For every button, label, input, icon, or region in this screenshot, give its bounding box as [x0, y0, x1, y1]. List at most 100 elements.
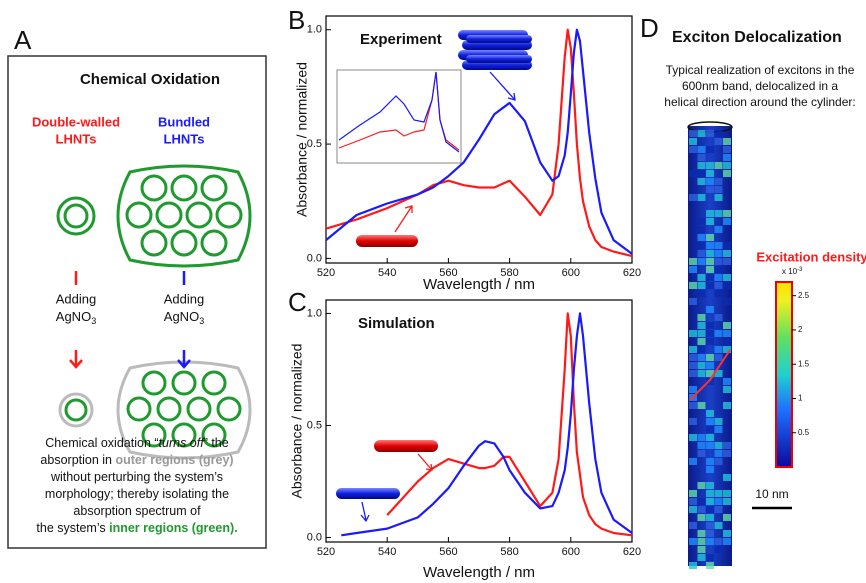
cell	[714, 282, 723, 289]
y-tick-label: 0.5	[307, 419, 322, 431]
cell	[723, 402, 731, 409]
x-axis-label: Wavelength / nm	[423, 276, 535, 293]
x-tick-label: 520	[317, 267, 335, 279]
cell	[697, 258, 706, 265]
cell	[706, 498, 714, 505]
cell	[697, 370, 706, 377]
cell	[714, 546, 723, 553]
cell	[697, 282, 706, 289]
cell	[697, 442, 706, 449]
cell	[689, 522, 697, 529]
cell	[706, 162, 714, 169]
x-tick-label: 600	[562, 267, 580, 279]
cell	[723, 218, 731, 225]
x-tick-label: 560	[439, 546, 457, 558]
cell	[723, 386, 731, 393]
chart-title: Experiment	[360, 31, 442, 48]
cell	[706, 322, 714, 329]
cell	[689, 562, 697, 569]
charts: B Experiment Wavelength / nm Absorbance / n…	[288, 5, 641, 581]
cell	[723, 250, 731, 257]
cell	[697, 554, 706, 561]
cell	[697, 314, 706, 321]
cell	[714, 290, 723, 297]
caption-line: without perturbing the system’s	[50, 470, 223, 484]
cell	[697, 346, 706, 353]
panel-label: C	[288, 287, 307, 317]
cell	[706, 146, 714, 153]
cell	[689, 458, 697, 465]
cell	[723, 346, 731, 353]
panel-label: A	[14, 25, 32, 55]
chart-title: Simulation	[358, 315, 435, 332]
cell	[706, 282, 714, 289]
cell	[706, 218, 714, 225]
cell	[697, 498, 706, 505]
x-tick-label: 520	[317, 546, 335, 558]
cell	[689, 354, 697, 361]
cell	[714, 226, 723, 233]
cell	[723, 162, 731, 169]
y-axis-label: Absorbance / normalized	[294, 62, 310, 217]
cell	[689, 370, 697, 377]
cell	[706, 178, 714, 185]
cell	[723, 442, 731, 449]
cell	[689, 266, 697, 273]
caption: Chemical oxidation “turns off” the absorp…	[36, 436, 237, 535]
reagent-sub: 3	[199, 316, 204, 326]
cell	[706, 442, 714, 449]
cell	[706, 490, 714, 497]
cell	[723, 274, 731, 281]
x-tick-label: 620	[623, 267, 641, 279]
cell	[723, 210, 731, 217]
cell	[689, 258, 697, 265]
cell	[706, 530, 714, 537]
cell	[697, 274, 706, 281]
cell	[706, 370, 714, 377]
cell	[714, 418, 723, 425]
cell	[714, 330, 723, 337]
caption-line: Chemical oxidation “turns off” the	[45, 436, 228, 450]
x-tick-label: 540	[378, 267, 396, 279]
cell	[697, 250, 706, 257]
y-tick-label: 1.0	[307, 24, 322, 36]
colorbar-tick-label: 2.5	[798, 291, 810, 300]
cell	[706, 410, 714, 417]
caption-line: the system’s inner regions (green).	[36, 521, 237, 535]
step-label: Adding	[164, 291, 204, 306]
caption-segment: outer regions (grey)	[115, 453, 233, 467]
cell	[723, 490, 731, 497]
caption-segment: inner regions (green).	[109, 521, 238, 535]
colorbar-tick-label: 0.5	[798, 428, 810, 437]
heading: Double-walled	[32, 114, 120, 129]
x-tick-label: 560	[439, 267, 457, 279]
cell	[706, 426, 714, 433]
cell	[714, 458, 723, 465]
cell	[689, 538, 697, 545]
cell	[714, 450, 723, 457]
cell	[697, 178, 706, 185]
cell	[723, 242, 731, 249]
cell	[706, 482, 714, 489]
multiplier-main: x 10	[782, 267, 798, 276]
cell	[706, 306, 714, 313]
cell	[697, 130, 706, 137]
caption-segment: ” the	[204, 436, 229, 450]
cell	[723, 282, 731, 289]
colorbar-multiplier: x 10-3	[782, 267, 803, 277]
caption-segment: absorption spectrum of	[73, 504, 201, 518]
cell	[689, 498, 697, 505]
cell	[714, 522, 723, 529]
cell	[706, 330, 714, 337]
panel-label: D	[640, 13, 659, 43]
cell	[714, 178, 723, 185]
x-tick-label: 580	[500, 546, 518, 558]
cell	[723, 514, 731, 521]
reagent: AgNO3	[56, 309, 96, 326]
caption-line: morphology; thereby isolating the	[45, 487, 229, 501]
cell	[714, 314, 723, 321]
cell	[723, 330, 731, 337]
plot-frame	[325, 15, 633, 264]
cell	[706, 210, 714, 217]
